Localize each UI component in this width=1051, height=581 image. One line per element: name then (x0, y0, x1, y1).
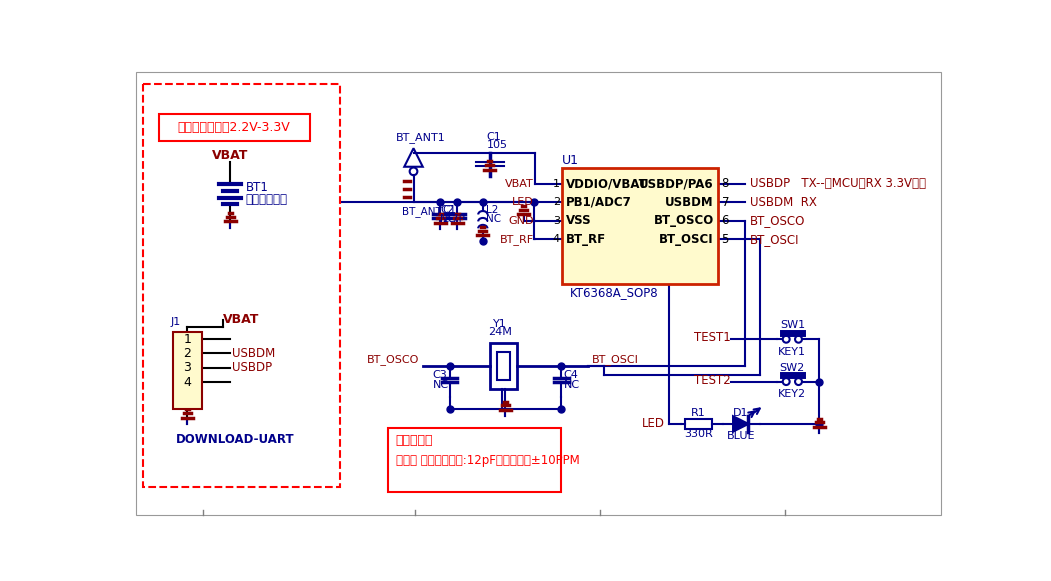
Text: PB1/ADC7: PB1/ADC7 (566, 196, 632, 209)
Text: 4: 4 (553, 234, 560, 244)
Text: BT1: BT1 (246, 181, 268, 194)
Text: TEST1: TEST1 (694, 331, 730, 344)
Text: VDDIO/VBAT: VDDIO/VBAT (566, 177, 647, 190)
Text: 2: 2 (553, 197, 560, 207)
Text: NC: NC (440, 214, 455, 224)
Text: 2.7P: 2.7P (442, 214, 465, 224)
Text: C1: C1 (487, 132, 501, 142)
Text: 8: 8 (722, 177, 729, 190)
Text: 1: 1 (183, 333, 191, 346)
Text: 3: 3 (183, 361, 191, 374)
Text: VBAT: VBAT (223, 314, 259, 327)
Text: BT_OSCO: BT_OSCO (367, 354, 419, 365)
Text: D1: D1 (733, 408, 748, 418)
Text: BT_OSCI: BT_OSCI (750, 232, 800, 246)
Text: BLUE: BLUE (726, 431, 755, 441)
Text: BT_ANT1: BT_ANT1 (396, 132, 446, 143)
Text: 24M: 24M (488, 327, 512, 336)
Text: GND: GND (508, 216, 534, 225)
Text: USBDP   TX--接MCU的RX 3.3V电平: USBDP TX--接MCU的RX 3.3V电平 (750, 177, 926, 190)
Text: USBDP: USBDP (232, 361, 272, 374)
Text: 单节纽扣电池: 单节纽扣电池 (246, 192, 288, 206)
Text: NC: NC (486, 214, 501, 224)
Text: 105: 105 (487, 140, 508, 150)
Text: BT_OSCO: BT_OSCO (750, 214, 805, 227)
Text: VSS: VSS (566, 214, 592, 227)
Text: NC: NC (433, 379, 449, 390)
Text: BT_RF: BT_RF (566, 232, 606, 246)
Text: 330R: 330R (684, 429, 713, 439)
Text: 1: 1 (553, 179, 560, 189)
Text: BT_ANT: BT_ANT (401, 206, 441, 217)
Text: SW1: SW1 (780, 320, 805, 331)
Text: 晶振选型：: 晶振选型： (396, 435, 433, 447)
Text: 电源供电范围：2.2V-3.3V: 电源供电范围：2.2V-3.3V (178, 121, 290, 134)
Polygon shape (172, 332, 202, 408)
Text: BT_OSCO: BT_OSCO (654, 214, 714, 227)
Text: U1: U1 (562, 154, 579, 167)
Text: KEY2: KEY2 (779, 389, 806, 399)
Text: C4: C4 (563, 371, 578, 381)
Text: TEST2: TEST2 (694, 374, 730, 386)
Text: 2: 2 (183, 347, 191, 360)
Text: SW2: SW2 (780, 363, 805, 372)
Text: LED: LED (512, 197, 534, 207)
Text: KT6368A_SOP8: KT6368A_SOP8 (570, 286, 658, 300)
Text: VBAT: VBAT (504, 179, 534, 189)
Text: BT_OSCI: BT_OSCI (592, 354, 639, 365)
Text: 6: 6 (722, 214, 729, 227)
Text: NC: NC (563, 379, 580, 390)
Text: 4: 4 (183, 376, 191, 389)
Text: BT_OSCI: BT_OSCI (659, 232, 714, 246)
Text: Y1: Y1 (493, 319, 507, 329)
Text: J1: J1 (171, 317, 181, 327)
Text: C1: C1 (442, 205, 456, 215)
Text: 7: 7 (722, 196, 729, 209)
Polygon shape (684, 418, 713, 429)
Text: USBDM  RX: USBDM RX (750, 196, 817, 209)
Text: BT_RF: BT_RF (499, 234, 534, 245)
Text: 要求： 负载电容要求:12pF；频率偏差±10PPM: 要求： 负载电容要求:12pF；频率偏差±10PPM (396, 454, 579, 467)
Text: USBDM: USBDM (665, 196, 714, 209)
Text: C2: C2 (440, 205, 454, 215)
Text: VBAT: VBAT (212, 149, 248, 163)
Text: L2: L2 (486, 205, 498, 215)
Text: 3: 3 (553, 216, 560, 225)
Text: C3: C3 (433, 371, 448, 381)
Text: USBDP/PA6: USBDP/PA6 (639, 177, 714, 190)
Polygon shape (562, 168, 718, 284)
Text: KEY1: KEY1 (779, 346, 806, 357)
Text: R1: R1 (692, 408, 706, 418)
Polygon shape (733, 416, 748, 432)
Text: 5: 5 (722, 232, 729, 246)
Polygon shape (497, 352, 510, 380)
Text: DOWNLOAD-UART: DOWNLOAD-UART (177, 433, 295, 446)
Text: LED: LED (642, 417, 665, 431)
Text: USBDM: USBDM (232, 347, 275, 360)
